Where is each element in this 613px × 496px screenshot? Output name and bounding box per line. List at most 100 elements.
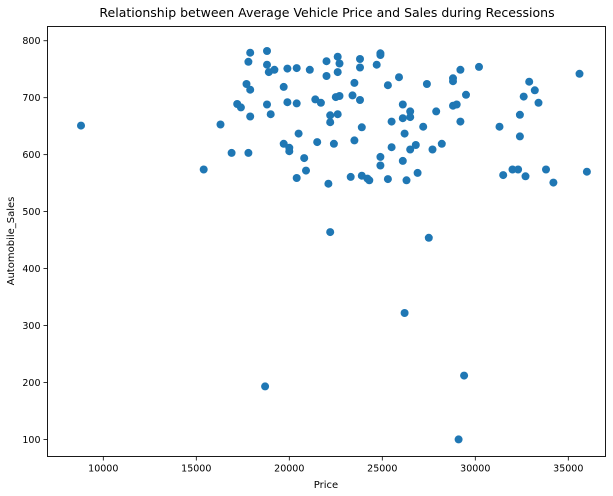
x-tick-label: 30000 — [460, 464, 490, 475]
data-point-43 — [329, 139, 338, 148]
data-point-102 — [515, 132, 524, 141]
data-point-75 — [402, 176, 411, 185]
data-point-3 — [216, 120, 225, 129]
data-point-34 — [313, 138, 322, 147]
y-axis-label: Automobile_Sales — [6, 197, 17, 286]
data-point-85 — [432, 107, 441, 116]
data-point-77 — [406, 113, 415, 122]
data-point-9 — [244, 148, 253, 157]
y-tick-label: 500 — [22, 207, 40, 218]
data-point-100 — [514, 165, 523, 174]
data-point-15 — [263, 60, 271, 69]
data-point-69 — [395, 73, 403, 82]
data-point-16 — [263, 100, 271, 109]
data-point-105 — [525, 77, 534, 86]
data-point-49 — [346, 172, 355, 181]
data-point-83 — [424, 233, 433, 242]
data-point-48 — [335, 92, 344, 100]
data-point-76 — [406, 107, 415, 116]
data-point-106 — [530, 86, 539, 95]
data-point-29 — [292, 174, 301, 182]
data-point-63 — [376, 161, 385, 170]
data-point-13 — [261, 382, 270, 391]
data-point-23 — [283, 98, 292, 107]
plot-frame — [47, 26, 606, 457]
data-point-10 — [246, 48, 255, 57]
data-point-27 — [292, 99, 301, 108]
data-point-59 — [365, 176, 374, 185]
data-points — [77, 47, 591, 444]
data-point-81 — [419, 122, 428, 131]
data-point-90 — [452, 100, 461, 109]
chart-title: Relationship between Average Vehicle Pri… — [99, 5, 554, 20]
data-point-39 — [326, 118, 335, 127]
data-point-19 — [270, 65, 279, 74]
data-point-88 — [449, 77, 457, 86]
data-point-99 — [508, 165, 517, 174]
data-point-18 — [266, 110, 275, 119]
data-point-38 — [326, 111, 335, 120]
data-point-65 — [383, 81, 392, 90]
data-point-12 — [246, 112, 255, 121]
data-point-28 — [294, 129, 303, 138]
data-point-72 — [398, 156, 407, 165]
data-point-94 — [460, 371, 469, 380]
data-point-80 — [413, 168, 422, 177]
data-point-40 — [324, 179, 333, 188]
data-point-4 — [227, 148, 236, 157]
x-axis-label: Price — [314, 480, 338, 491]
x-tick-label: 25000 — [367, 464, 397, 475]
data-point-108 — [542, 165, 550, 174]
x-axis: 10000 15000 20000 25000 30000 35000 — [88, 456, 583, 475]
data-point-21 — [279, 139, 288, 148]
data-point-110 — [575, 69, 584, 78]
data-point-47 — [335, 59, 344, 68]
data-point-31 — [302, 166, 310, 175]
data-point-32 — [305, 65, 314, 74]
data-point-71 — [398, 114, 407, 123]
data-point-78 — [406, 145, 415, 154]
data-point-82 — [422, 80, 431, 88]
data-point-2 — [199, 165, 208, 174]
data-point-8 — [244, 57, 253, 66]
data-point-11 — [246, 85, 255, 94]
data-point-66 — [383, 175, 392, 184]
data-point-109 — [549, 178, 558, 187]
x-tick-label: 10000 — [88, 464, 118, 475]
data-point-1 — [77, 121, 85, 130]
x-tick-label: 20000 — [274, 464, 304, 475]
data-point-51 — [350, 78, 359, 87]
data-point-22 — [283, 64, 292, 73]
y-tick-label: 400 — [22, 264, 40, 275]
data-point-36 — [322, 57, 331, 66]
data-point-96 — [475, 62, 483, 71]
data-point-41 — [326, 228, 335, 237]
data-point-101 — [515, 110, 524, 119]
data-point-53 — [356, 63, 364, 72]
data-point-25 — [285, 147, 294, 156]
data-point-37 — [322, 72, 331, 80]
data-point-84 — [428, 145, 437, 154]
data-point-26 — [292, 64, 301, 73]
data-point-50 — [348, 91, 357, 100]
y-tick-label: 100 — [22, 435, 40, 446]
data-point-62 — [376, 49, 385, 58]
data-point-70 — [398, 100, 407, 109]
data-point-86 — [437, 139, 446, 148]
y-tick-label: 700 — [22, 93, 40, 104]
y-tick-label: 800 — [22, 36, 40, 47]
data-point-45 — [333, 68, 342, 77]
data-point-107 — [534, 98, 543, 107]
data-point-60 — [372, 60, 381, 69]
data-point-67 — [387, 117, 396, 126]
data-point-95 — [462, 90, 470, 99]
data-point-93 — [456, 117, 465, 126]
data-point-44 — [333, 52, 342, 61]
axes-frame — [47, 26, 606, 457]
data-point-73 — [400, 129, 409, 138]
data-point-98 — [499, 171, 508, 180]
x-tick-label: 15000 — [181, 464, 211, 475]
data-point-97 — [495, 122, 504, 131]
